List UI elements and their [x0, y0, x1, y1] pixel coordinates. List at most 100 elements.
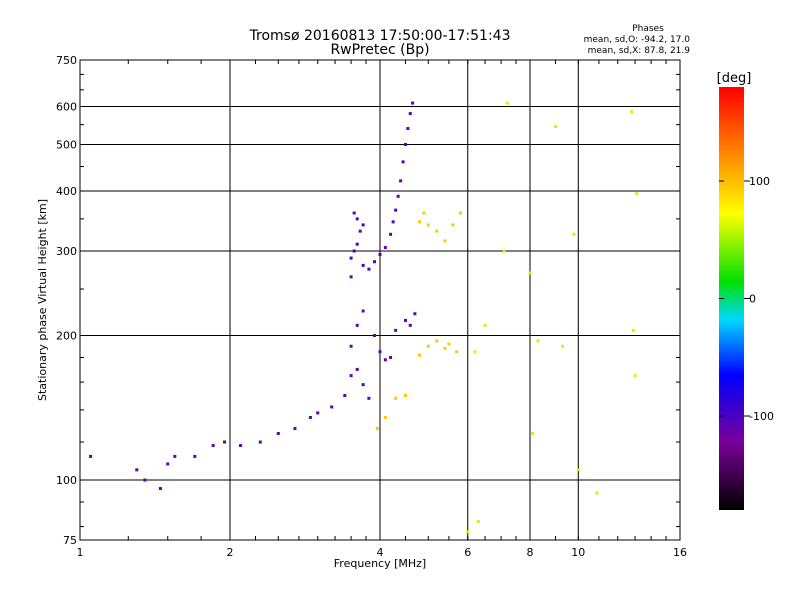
data-point-series-1 [408, 112, 412, 116]
data-point-series-3 [553, 125, 557, 129]
data-point-series-2 [435, 339, 439, 343]
data-point-series-1 [358, 229, 362, 233]
data-point-series-3 [466, 530, 470, 534]
chart-subtitle: RwPretec (Bp) [330, 42, 429, 58]
data-point-series-3 [576, 468, 580, 472]
data-point-series-2 [417, 353, 421, 357]
data-point-series-2 [383, 415, 387, 419]
data-point-series-0 [293, 427, 297, 431]
data-point-series-3 [531, 432, 535, 436]
data-point-series-3 [473, 350, 477, 354]
x-axis-label: Frequency [MHz] [334, 557, 426, 570]
data-point-series-2 [426, 344, 430, 348]
data-point-series-0 [403, 318, 407, 322]
data-point-series-0 [173, 454, 177, 458]
data-point-series-1 [355, 217, 359, 221]
data-point-series-1 [411, 101, 415, 105]
data-point-series-2 [394, 396, 398, 400]
data-point-series-1 [396, 194, 400, 198]
data-point-series-2 [443, 346, 447, 350]
data-point-series-1 [355, 242, 359, 246]
data-point-series-3 [536, 339, 540, 343]
data-point-series-2 [458, 211, 462, 215]
data-point-series-0 [308, 415, 312, 419]
data-point-series-1 [401, 160, 405, 164]
data-point-series-0 [330, 405, 334, 409]
y-tick-label: 100 [56, 474, 77, 487]
data-point-series-1 [352, 249, 356, 253]
y-axis-label: Stationary phase Virtual Height [km] [36, 199, 49, 401]
data-point-series-0 [158, 487, 162, 491]
data-point-series-2 [417, 220, 421, 224]
data-point-series-0 [355, 367, 359, 371]
data-point-series-1 [349, 256, 353, 260]
x-tick-label: 8 [527, 546, 534, 559]
stats-line-x: mean, sd,X: 87.8, 21.9 [588, 46, 691, 56]
data-point-series-3 [528, 271, 532, 275]
data-point-series-1 [349, 275, 353, 279]
data-point-series-0 [378, 350, 382, 354]
data-point-series-0 [408, 323, 412, 327]
data-point-series-0 [361, 383, 365, 387]
data-point-series-0 [276, 432, 280, 436]
data-point-series-1 [352, 211, 356, 215]
y-tick-label: 750 [56, 54, 77, 67]
data-point-series-0 [135, 468, 139, 472]
data-point-series-1 [361, 263, 365, 267]
data-point-series-3 [476, 519, 480, 523]
data-point-series-3 [631, 328, 635, 332]
x-tick-label: 1 [77, 546, 84, 559]
data-points [89, 101, 639, 534]
data-point-series-2 [455, 350, 459, 354]
data-point-series-0 [349, 344, 353, 348]
data-point-series-3 [572, 232, 576, 236]
data-point-series-0 [361, 309, 365, 313]
y-tick-label: 600 [56, 101, 77, 114]
data-point-series-0 [389, 355, 393, 359]
data-point-series-2 [403, 394, 407, 398]
data-point-series-3 [635, 192, 639, 196]
stats-line-o: mean, sd,O: -94.2, 17.0 [584, 35, 691, 45]
data-point-series-3 [630, 110, 634, 114]
data-point-series-1 [399, 179, 403, 183]
data-point-series-2 [447, 342, 451, 346]
data-point-series-1 [389, 232, 393, 236]
data-point-series-1 [406, 126, 410, 130]
data-point-series-0 [316, 411, 320, 415]
y-tick-label: 75 [63, 534, 77, 547]
data-point-series-0 [193, 454, 197, 458]
data-point-series-2 [426, 223, 430, 227]
data-point-series-2 [375, 427, 379, 431]
data-point-series-0 [349, 374, 353, 378]
data-point-series-0 [367, 396, 371, 400]
tick-labels: 1 2 4 6 8 10 16 75 100 200 300 400 500 600 750 [56, 54, 687, 559]
chart-title: Tromsø 20160813 17:50:00-17:51:43 [249, 28, 511, 44]
data-point-series-1 [373, 260, 377, 264]
x-tick-label: 10 [571, 546, 585, 559]
data-point-series-3 [502, 249, 506, 253]
data-point-series-2 [435, 229, 439, 233]
data-point-series-2 [422, 211, 426, 215]
data-point-series-0 [394, 328, 398, 332]
data-point-series-0 [258, 440, 262, 444]
data-point-series-1 [394, 208, 398, 212]
data-point-series-3 [483, 323, 487, 327]
data-point-series-1 [391, 220, 395, 224]
data-point-series-0 [413, 312, 417, 316]
data-point-series-3 [595, 491, 599, 495]
axes [79, 59, 681, 541]
data-point-series-0 [143, 478, 147, 482]
data-point-series-1 [367, 267, 371, 271]
data-point-series-1 [361, 223, 365, 227]
colorbar-tick-label: 100 [749, 175, 770, 188]
data-point-series-1 [378, 253, 382, 257]
data-point-series-1 [383, 246, 387, 250]
stats-title: Phases [632, 24, 664, 34]
x-tick-label: 6 [464, 546, 471, 559]
data-point-series-0 [211, 444, 215, 448]
data-point-series-3 [561, 344, 565, 348]
data-point-series-0 [166, 462, 170, 466]
colorbar-label: [deg] [717, 71, 752, 86]
y-tick-label: 500 [56, 139, 77, 152]
